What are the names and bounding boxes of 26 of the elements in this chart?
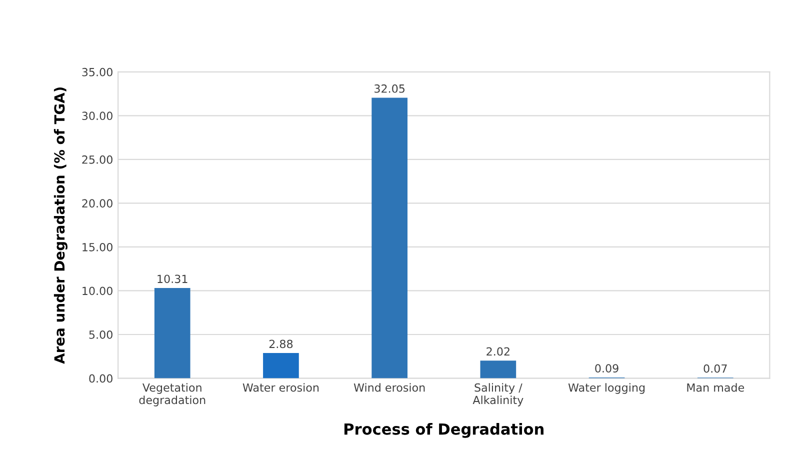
data-label: 32.05 <box>374 84 404 93</box>
y-axis-title: Area under Degradation (% of TGA) <box>54 87 68 364</box>
y-tick-label: 20.00 <box>82 199 112 208</box>
data-label: 0.09 <box>595 364 618 373</box>
x-axis-title: Process of Degradation <box>344 422 544 438</box>
x-tick-label: Man made <box>687 383 744 392</box>
bar <box>372 98 408 378</box>
bar <box>154 288 190 378</box>
data-label: 2.88 <box>269 340 293 348</box>
x-tick-label: Vegetation degradation <box>139 383 206 406</box>
y-tick-label: 35.00 <box>82 68 112 76</box>
data-label: 10.31 <box>158 274 188 284</box>
data-label: 0.07 <box>704 364 727 373</box>
data-label: 2.02 <box>486 347 510 356</box>
bar <box>480 360 516 378</box>
x-tick-label: Salinity / Alkalinity <box>472 383 524 406</box>
y-tick-label: 30.00 <box>82 112 112 120</box>
y-tick-label: 15.00 <box>82 242 112 252</box>
x-tick-label: Water erosion <box>242 383 319 392</box>
y-tick-label: 25.00 <box>82 155 112 164</box>
bar <box>263 353 299 378</box>
y-tick-label: 0.00 <box>89 374 112 383</box>
y-tick-label: 5.00 <box>89 330 112 339</box>
x-tick-label: Wind erosion <box>354 383 425 392</box>
y-tick-label: 10.00 <box>82 286 112 296</box>
x-tick-label: Water logging <box>568 383 645 394</box>
